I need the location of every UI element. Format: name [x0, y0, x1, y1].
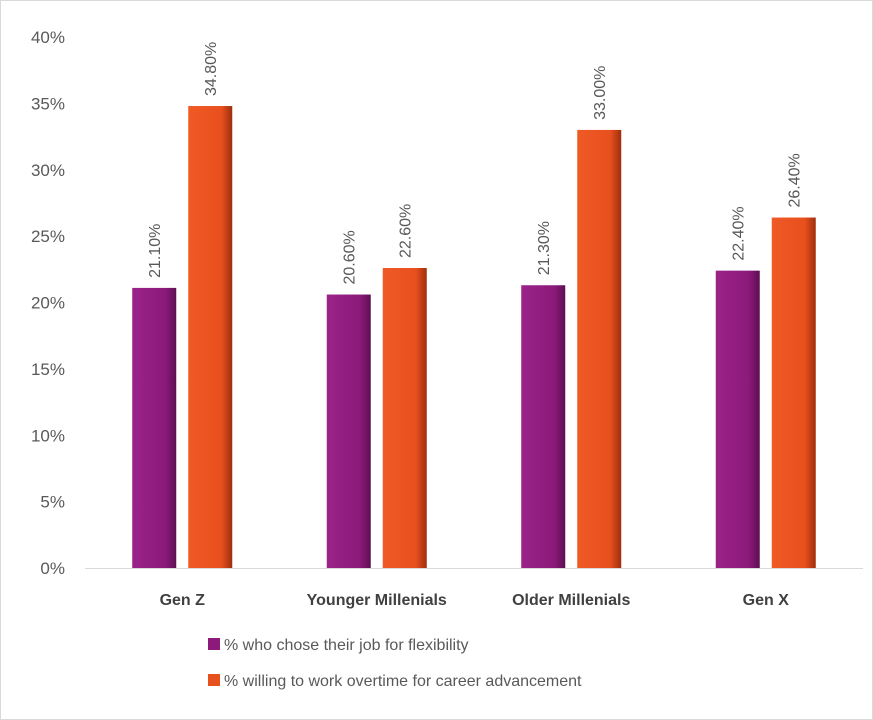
bar-series1-gen-x	[771, 217, 816, 569]
y-tick-label: 25%	[31, 227, 65, 246]
y-tick-label: 5%	[40, 493, 65, 512]
y-tick-label: 20%	[31, 294, 65, 313]
bars	[132, 106, 816, 569]
bar-series0-younger-millenials	[326, 294, 371, 568]
y-tick-label: 35%	[31, 94, 65, 113]
data-label: 33.00%	[592, 66, 609, 120]
data-label: 21.30%	[536, 221, 553, 275]
bar-series1-gen-z	[188, 106, 233, 568]
y-tick-label: 30%	[31, 161, 65, 180]
x-category-label: Older Millenials	[512, 592, 630, 609]
x-category-label: Gen Z	[160, 592, 206, 609]
data-label: 22.40%	[731, 206, 748, 260]
bar-series0-older-millenials	[521, 285, 566, 568]
bar-series0-gen-x	[715, 270, 760, 568]
y-tick-label: 0%	[40, 559, 65, 578]
x-axis-category-labels: Gen Z Younger Millenials Older Millenials G…	[160, 592, 790, 609]
legend-swatch	[208, 674, 220, 686]
y-tick-label: 15%	[31, 360, 65, 379]
data-labels: 21.10% 34.80% 20.60% 22.60% 21.30% 33.00% 22.4…	[147, 42, 804, 285]
legend-swatch	[208, 638, 220, 650]
data-label: 34.80%	[203, 42, 220, 96]
x-category-label: Gen X	[743, 592, 790, 609]
data-label: 20.60%	[342, 230, 359, 284]
y-axis-ticks: 0% 5% 10% 15% 20% 25% 30% 35% 40%	[31, 28, 65, 578]
data-label: 21.10%	[147, 224, 164, 278]
x-category-label: Younger Millenials	[307, 592, 447, 609]
bar-series1-older-millenials	[577, 129, 622, 569]
bar-series0-gen-z	[132, 287, 177, 568]
legend: % who chose their job for flexibility % w…	[208, 637, 582, 690]
y-tick-label: 10%	[31, 426, 65, 445]
legend-label: % willing to work overtime for career ad…	[224, 673, 582, 690]
y-tick-label: 40%	[31, 28, 65, 47]
data-label: 26.40%	[787, 153, 804, 207]
bar-series1-younger-millenials	[382, 267, 427, 568]
data-label: 22.60%	[398, 204, 415, 258]
legend-label: % who chose their job for flexibility	[224, 637, 469, 654]
